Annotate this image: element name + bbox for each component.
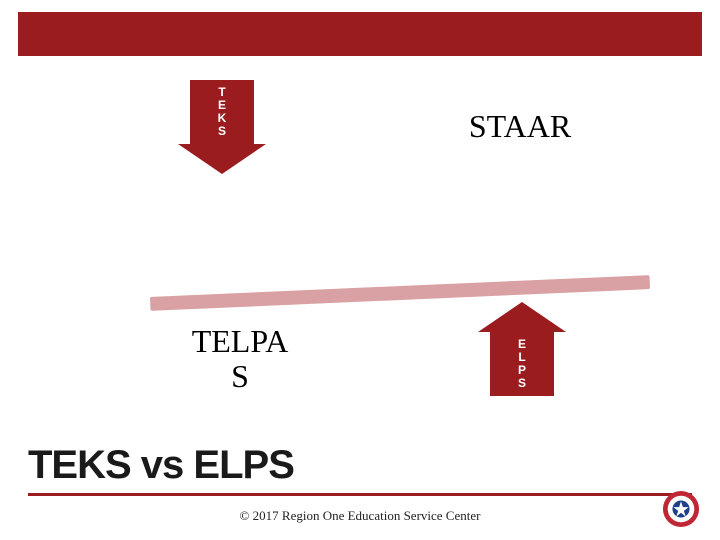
teks-arrow-head [178,144,266,174]
elps-arrow-head [478,302,566,332]
telpas-line1: TELPA [150,324,330,359]
top-bar [18,12,702,56]
footer-text: © 2017 Region One Education Service Cent… [0,508,720,524]
telpas-line2: S [150,359,330,394]
teks-arrow-shaft: T E K S [190,80,254,144]
telpas-label: TELPA S [150,324,330,394]
teks-down-arrow: T E K S [190,80,266,174]
region-one-logo [662,490,700,528]
divider-bar [150,275,650,311]
diagram: T E K S STAAR TELPA S E L P S [60,80,660,400]
title-underline [28,493,692,496]
slide: T E K S STAAR TELPA S E L P S TEKS vs EL… [0,0,720,540]
elps-up-arrow: E L P S [490,302,566,396]
slide-title: TEKS vs ELPS [28,443,294,488]
elps-arrow-shaft: E L P S [490,332,554,396]
teks-char: S [218,125,226,138]
elps-char: S [518,377,526,390]
staar-label: STAAR [420,108,620,145]
